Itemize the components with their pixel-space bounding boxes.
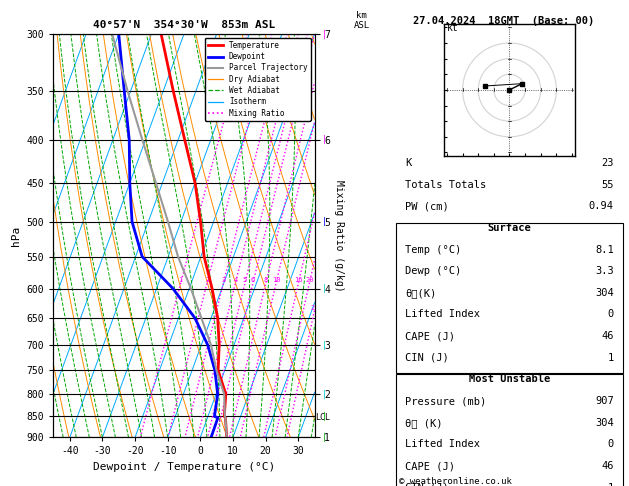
Text: θᴇ(K): θᴇ(K) [405,288,437,298]
Text: 46: 46 [601,331,614,341]
Text: 25: 25 [310,305,319,311]
Text: 907: 907 [595,396,614,406]
Text: 0: 0 [608,439,614,450]
Text: |: | [321,217,326,226]
Text: 0.94: 0.94 [589,201,614,211]
Text: 8: 8 [264,277,268,283]
Text: 4: 4 [233,277,238,283]
Text: Temp (°C): Temp (°C) [405,244,462,255]
Text: 0: 0 [608,310,614,319]
Text: Most Unstable: Most Unstable [469,374,550,384]
Text: 3.3: 3.3 [595,266,614,276]
Text: 23: 23 [601,158,614,168]
Text: Totals Totals: Totals Totals [405,180,487,190]
Text: Dewp (°C): Dewp (°C) [405,266,462,276]
Text: 8.1: 8.1 [595,244,614,255]
Text: |: | [321,433,326,442]
Text: 27.04.2024  18GMT  (Base: 00): 27.04.2024 18GMT (Base: 00) [413,16,594,26]
Legend: Temperature, Dewpoint, Parcel Trajectory, Dry Adiabat, Wet Adiabat, Isotherm, Mi: Temperature, Dewpoint, Parcel Trajectory… [204,38,311,121]
Text: 3: 3 [221,277,226,283]
Text: θᴇ (K): θᴇ (K) [405,417,443,428]
Bar [396,223,623,373]
Text: CIN (J): CIN (J) [405,353,449,363]
Y-axis label: hPa: hPa [11,226,21,246]
Text: 16: 16 [294,277,303,283]
Text: |: | [321,390,326,399]
Text: 6: 6 [251,277,255,283]
Text: Lifted Index: Lifted Index [405,310,481,319]
Text: 46: 46 [601,461,614,471]
Text: PW (cm): PW (cm) [405,201,449,211]
Text: |: | [321,284,326,293]
Text: 55: 55 [601,180,614,190]
Text: Lifted Index: Lifted Index [405,439,481,450]
Text: CAPE (J): CAPE (J) [405,331,455,341]
Text: CIN (J): CIN (J) [405,483,449,486]
Text: 5: 5 [243,277,247,283]
Text: 304: 304 [595,417,614,428]
Text: |: | [321,412,326,421]
Text: 20: 20 [305,277,314,283]
Bar [396,374,623,486]
Text: Pressure (mb): Pressure (mb) [405,396,487,406]
Y-axis label: Mixing Ratio (g/kg): Mixing Ratio (g/kg) [334,180,344,292]
Title: 40°57'N  354°30'W  853m ASL: 40°57'N 354°30'W 853m ASL [93,20,275,31]
Text: km
ASL: km ASL [353,11,370,30]
Text: K: K [405,158,411,168]
Text: 1: 1 [179,277,183,283]
Text: 2: 2 [205,277,209,283]
Text: |: | [321,135,326,144]
Text: 10: 10 [272,277,281,283]
X-axis label: Dewpoint / Temperature (°C): Dewpoint / Temperature (°C) [93,462,275,472]
Text: CAPE (J): CAPE (J) [405,461,455,471]
Text: 1: 1 [608,483,614,486]
Text: 1: 1 [608,353,614,363]
Text: 304: 304 [595,288,614,298]
Text: |: | [321,341,326,349]
Text: © weatheronline.co.uk: © weatheronline.co.uk [399,477,512,486]
Text: |: | [321,30,326,38]
Text: LCL: LCL [316,413,330,422]
Text: kt: kt [447,22,459,33]
Text: Surface: Surface [487,223,532,233]
